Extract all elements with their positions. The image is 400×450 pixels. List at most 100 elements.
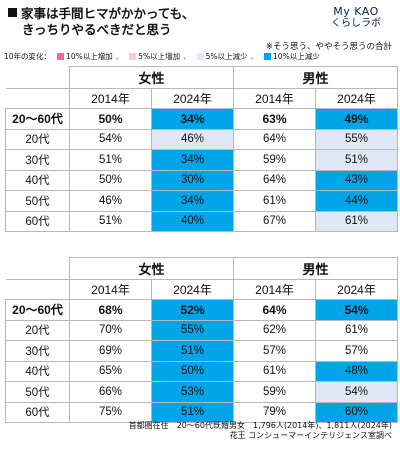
corner-cell [5,279,70,300]
corner-cell [5,257,70,280]
percent-cell: 65% [69,360,152,382]
header-female: 女性 [69,66,234,89]
legend-swatch-down10 [264,53,272,60]
percent-cell: 50% [151,360,234,382]
table-row: 40代 65% 50% 61% 48% [5,360,398,382]
percent-cell: 63% [233,108,316,130]
source-line-2: 花王 コンシューマーインテリジェンス室調べ [229,431,392,440]
age-group-label: 60代 [5,401,70,423]
header-year: 2024年 [315,279,398,300]
percent-cell: 51% [151,340,234,362]
header-year: 2014年 [69,88,152,109]
age-group-label: 30代 [5,340,70,362]
legend-item-down10: 10%以上減少 [273,52,320,61]
results-table-1: 女性 男性 2014年 2024年 2014年 2024年 20～60代 50% 3… [5,66,398,232]
percent-cell: 34% [151,108,234,130]
percent-cell: 51% [69,149,152,171]
percent-cell: 55% [151,319,234,341]
title-line-2: きっちりやるべきだと思う [22,22,172,37]
percent-cell: 61% [315,210,398,232]
percent-cell: 59% [233,381,316,403]
percent-cell: 66% [69,381,152,403]
percent-cell: 50% [69,108,152,130]
header-female: 女性 [69,257,234,280]
age-group-label: 20～60代 [5,299,70,321]
year-header-row: 2014年 2024年 2014年 2024年 [5,279,398,300]
header-year: 2024年 [315,88,398,109]
percent-cell: 40% [151,210,234,232]
percent-cell: 53% [151,381,234,403]
percent-cell: 59% [233,149,316,171]
logo-line-1: My KAO [333,5,379,18]
table-row: 30代 69% 51% 57% 57% [5,340,398,362]
legend-swatch-up10 [57,53,65,60]
table-row: 40代 50% 30% 64% 43% [5,169,398,191]
age-group-label: 20～60代 [5,108,70,130]
percent-cell: 46% [69,190,152,212]
percent-cell: 61% [315,319,398,341]
brand-logo: My KAO くらしラボ [326,6,386,30]
percent-cell: 69% [69,340,152,362]
percent-cell: 44% [315,190,398,212]
legend-separator: 、 [183,52,191,61]
corner-cell [5,66,70,89]
percent-cell: 57% [315,340,398,362]
percent-cell: 64% [233,299,316,321]
table-row: 60代 75% 51% 79% 60% [5,401,398,423]
percent-cell: 75% [69,401,152,423]
legend-item-up5: 5%以上増加 [138,52,181,61]
source-note: 首都圏在住 20～60代既婚男女 1,796人(2014年)、1,811人(20… [129,421,392,441]
table-row: 60代 51% 40% 67% 61% [5,210,398,232]
percent-cell: 52% [151,299,234,321]
table-row: 20代 54% 46% 64% 55% [5,128,398,150]
percent-cell: 70% [69,319,152,341]
percent-cell: 50% [69,169,152,191]
percent-cell: 51% [315,149,398,171]
table-row: 50代 66% 53% 59% 54% [5,381,398,403]
header-year: 2014年 [69,279,152,300]
legend-item-down5: 5%以上減少 [205,52,248,61]
header-male: 男性 [233,257,398,280]
percent-cell: 51% [69,210,152,232]
header-male: 男性 [233,66,398,89]
table-row: 20～60代 50% 34% 63% 49% [5,108,398,130]
legend-separator: 、 [250,52,259,61]
age-group-label: 60代 [5,210,70,232]
percent-cell: 54% [69,128,152,150]
percent-cell: 43% [315,169,398,191]
table-row: 50代 46% 34% 61% 44% [5,190,398,212]
results-table-2: 女性 男性 2014年 2024年 2014年 2024年 20～60代 68% 5… [5,257,398,423]
percent-cell: 55% [315,128,398,150]
percent-cell: 67% [233,210,316,232]
age-group-label: 20代 [5,128,70,150]
header-year: 2024年 [151,279,234,300]
percent-cell: 51% [151,401,234,423]
logo-line-2: くらしラボ [331,18,381,29]
percent-cell: 64% [233,128,316,150]
percent-cell: 79% [233,401,316,423]
legend-swatch-down5 [196,53,204,60]
header-year: 2024年 [151,88,234,109]
legend-item-up10: 10%以上増加 [66,52,113,61]
age-group-label: 40代 [5,169,70,191]
percent-cell: 46% [151,128,234,150]
percent-cell: 68% [69,299,152,321]
percent-cell: 30% [151,169,234,191]
percent-cell: 57% [233,340,316,362]
bullet-square-icon [8,8,17,17]
header-year: 2014年 [233,279,316,300]
year-header-row: 2014年 2024年 2014年 2024年 [5,88,398,109]
percent-cell: 34% [151,149,234,171]
percent-cell: 60% [315,401,398,423]
age-group-label: 50代 [5,381,70,403]
sex-header-row: 女性 男性 [5,66,398,89]
percent-cell: 62% [233,319,316,341]
percent-cell: 48% [315,360,398,382]
age-group-label: 50代 [5,190,70,212]
page-title: 家事は手間ヒマがかかっても、 きっちりやるべきだと思う [8,6,308,38]
percent-cell: 54% [315,381,398,403]
answer-note: ※そう思う、ややそう思うの合計 [265,42,392,52]
legend-label: 10年の変化： [4,52,52,61]
percent-cell: 61% [233,190,316,212]
sex-header-row: 女性 男性 [5,257,398,280]
